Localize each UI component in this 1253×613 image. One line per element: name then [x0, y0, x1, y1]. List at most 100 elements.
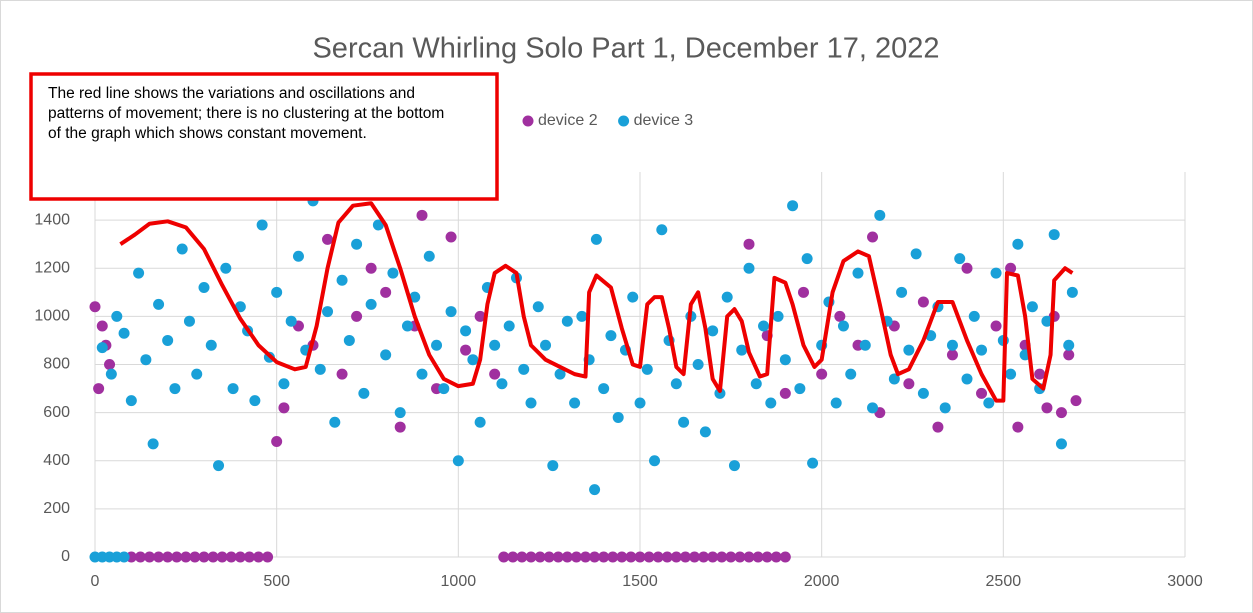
point: [765, 397, 777, 409]
point: [423, 250, 435, 262]
point: [96, 342, 108, 354]
point: [220, 262, 232, 274]
annotations: The red line shows the variations and os…: [29, 72, 1074, 403]
point: [153, 551, 165, 563]
point: [249, 395, 261, 407]
point: [183, 315, 195, 327]
point: [946, 339, 958, 351]
point: [946, 349, 958, 361]
point: [807, 457, 819, 469]
annotation-box: [29, 72, 499, 201]
legend-marker: [522, 115, 534, 127]
point: [816, 368, 828, 380]
point: [111, 310, 123, 322]
legend-label: device 2: [538, 112, 598, 129]
x-tick-label: 1500: [622, 573, 658, 590]
point: [96, 320, 108, 332]
point: [489, 339, 501, 351]
point: [561, 315, 573, 327]
point: [874, 209, 886, 221]
point: [798, 286, 809, 298]
point: [834, 310, 846, 322]
point: [518, 363, 530, 375]
point: [394, 407, 406, 419]
point: [438, 383, 450, 395]
point: [198, 282, 210, 293]
point: [678, 416, 690, 428]
point: [689, 551, 700, 563]
chart-title: Sercan Whirling Solo Part 1, December 17…: [312, 33, 939, 65]
point: [590, 233, 602, 245]
point: [534, 551, 546, 563]
point: [452, 455, 464, 467]
point: [859, 339, 871, 351]
point: [743, 238, 755, 250]
point: [547, 460, 559, 472]
point: [416, 209, 428, 221]
point: [961, 262, 973, 274]
point: [1034, 368, 1046, 380]
point: [903, 378, 915, 390]
point: [540, 339, 552, 351]
point: [134, 551, 146, 563]
point: [256, 219, 268, 231]
point: [554, 368, 566, 380]
point: [322, 233, 334, 245]
point: [278, 402, 290, 414]
point: [445, 231, 457, 243]
annotation-text-box: The red line shows the variations and os…: [48, 85, 444, 142]
point: [351, 310, 363, 322]
point: [837, 320, 849, 332]
point: [460, 344, 472, 356]
point: [216, 551, 228, 563]
point: [649, 455, 661, 467]
point: [607, 551, 619, 563]
point: [507, 551, 519, 563]
point: [707, 551, 719, 563]
point: [552, 551, 564, 563]
point: [314, 363, 326, 375]
point: [496, 378, 508, 390]
legend: device 2 device 3: [522, 112, 693, 129]
point: [761, 551, 773, 563]
point: [976, 387, 988, 399]
y-tick-label: 400: [43, 452, 70, 469]
point: [770, 551, 782, 563]
point: [365, 262, 377, 274]
point: [752, 551, 764, 563]
point: [336, 368, 348, 380]
point: [716, 551, 728, 563]
point: [983, 397, 995, 409]
point: [322, 306, 334, 318]
x-tick-label: 500: [263, 573, 290, 590]
annotation-line: [119, 201, 1074, 403]
point: [144, 551, 155, 563]
point: [1005, 368, 1017, 380]
point: [743, 551, 755, 563]
point: [867, 231, 879, 243]
point: [750, 378, 762, 390]
point: [830, 397, 842, 409]
point: [561, 551, 573, 563]
point: [1055, 407, 1067, 419]
point: [917, 296, 929, 308]
point: [225, 551, 237, 563]
point: [498, 551, 510, 563]
y-tick-label: 1400: [34, 211, 70, 228]
point: [380, 286, 392, 298]
y-tick-label: 600: [43, 404, 70, 421]
point: [278, 378, 290, 390]
point: [207, 551, 219, 563]
point: [779, 354, 791, 366]
point: [351, 238, 363, 250]
point: [605, 330, 617, 342]
point: [743, 262, 755, 274]
y-tick-label: 1200: [34, 259, 70, 276]
point: [670, 551, 682, 563]
point: [169, 383, 181, 395]
point: [460, 325, 472, 337]
point: [147, 438, 159, 450]
point: [954, 253, 966, 265]
point: [343, 334, 355, 346]
point: [1041, 315, 1053, 327]
